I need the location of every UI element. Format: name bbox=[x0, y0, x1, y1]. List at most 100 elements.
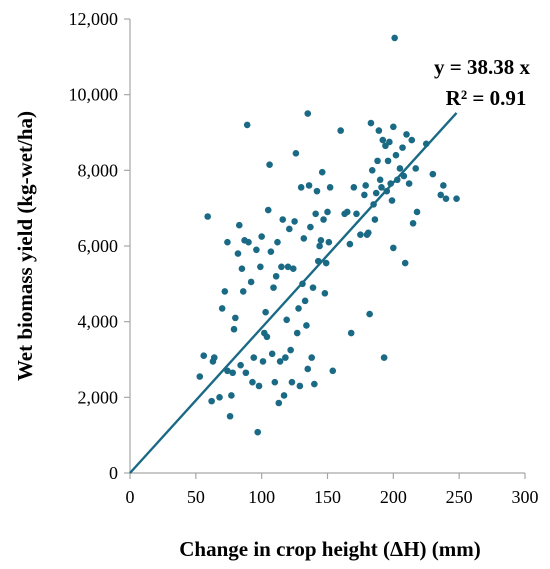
data-point bbox=[293, 329, 301, 337]
data-point bbox=[279, 216, 287, 223]
y-axis-title: Wet biomass yield (kg-wet/ha) bbox=[13, 111, 37, 381]
data-point bbox=[405, 180, 413, 187]
data-point bbox=[274, 238, 281, 246]
data-point bbox=[305, 182, 313, 189]
data-point bbox=[258, 233, 265, 240]
x-tick-label: 200 bbox=[380, 487, 407, 507]
data-point bbox=[372, 189, 380, 197]
data-point bbox=[275, 399, 283, 407]
data-point bbox=[276, 358, 284, 365]
data-point bbox=[235, 221, 243, 229]
data-point bbox=[353, 210, 360, 218]
data-point bbox=[362, 182, 369, 189]
data-point bbox=[390, 123, 397, 131]
data-points bbox=[196, 34, 460, 436]
data-point bbox=[218, 305, 226, 312]
x-axis-title: Change in crop height (ΔH) (mm) bbox=[179, 537, 481, 561]
y-tick-label: 4,000 bbox=[78, 312, 119, 332]
data-point bbox=[304, 365, 312, 373]
data-point bbox=[242, 369, 250, 377]
r-squared-label: R² = 0.91 bbox=[446, 86, 527, 110]
data-point bbox=[221, 288, 229, 295]
trendline-equation: y = 38.38 x bbox=[434, 55, 530, 79]
data-point bbox=[282, 354, 289, 361]
data-point bbox=[259, 358, 267, 365]
data-point bbox=[357, 231, 364, 238]
data-point bbox=[317, 237, 325, 244]
data-point bbox=[292, 150, 300, 157]
y-tick-label: 12,000 bbox=[69, 9, 119, 29]
y-tick-label: 2,000 bbox=[78, 387, 119, 407]
data-point bbox=[350, 184, 358, 191]
data-point bbox=[255, 382, 263, 390]
data-point bbox=[386, 138, 393, 146]
data-point bbox=[365, 229, 372, 237]
data-point bbox=[391, 34, 398, 42]
data-point bbox=[307, 223, 314, 231]
data-point bbox=[304, 110, 312, 117]
data-point bbox=[374, 157, 381, 165]
data-point bbox=[204, 213, 211, 220]
data-point bbox=[210, 354, 218, 361]
data-point bbox=[280, 392, 288, 399]
data-point bbox=[286, 225, 293, 233]
data-point bbox=[408, 136, 416, 144]
data-point bbox=[250, 354, 258, 361]
data-point bbox=[266, 161, 273, 168]
data-point bbox=[257, 263, 264, 271]
data-point bbox=[287, 346, 294, 354]
data-point bbox=[325, 238, 333, 246]
data-point bbox=[268, 350, 276, 358]
data-point bbox=[288, 378, 296, 386]
data-point bbox=[229, 369, 236, 377]
data-point bbox=[413, 208, 421, 216]
data-point bbox=[267, 248, 275, 255]
data-point bbox=[316, 242, 323, 250]
data-point bbox=[208, 397, 215, 405]
data-point bbox=[271, 378, 279, 386]
data-point bbox=[249, 378, 256, 386]
data-point bbox=[226, 412, 234, 420]
data-point bbox=[245, 238, 252, 246]
data-point bbox=[312, 210, 319, 218]
data-point bbox=[346, 240, 354, 248]
data-point bbox=[361, 191, 368, 199]
data-point bbox=[384, 157, 392, 165]
y-tick-label: 6,000 bbox=[78, 236, 119, 256]
data-point bbox=[437, 191, 445, 199]
data-point bbox=[380, 354, 388, 361]
data-point bbox=[388, 197, 396, 204]
data-point bbox=[263, 333, 271, 341]
y-tick-label: 0 bbox=[109, 463, 118, 483]
data-point bbox=[284, 263, 292, 271]
data-point bbox=[442, 195, 450, 203]
data-point bbox=[409, 220, 417, 227]
data-point bbox=[390, 244, 397, 252]
x-tick-label: 300 bbox=[512, 487, 539, 507]
data-point bbox=[228, 392, 235, 399]
data-point bbox=[224, 238, 231, 246]
data-point bbox=[321, 289, 329, 297]
data-point bbox=[230, 325, 238, 333]
data-point bbox=[347, 329, 355, 337]
data-point bbox=[196, 373, 204, 380]
data-point bbox=[296, 382, 304, 390]
data-point bbox=[200, 352, 208, 360]
y-tick-label: 10,000 bbox=[69, 85, 119, 105]
data-point bbox=[237, 361, 244, 369]
y-tick-labels: 0 2,000 4,000 6,000 8,000 10,000 12,000 bbox=[69, 9, 119, 483]
data-point bbox=[216, 394, 223, 401]
data-point bbox=[239, 288, 247, 295]
data-point bbox=[270, 284, 277, 291]
data-point bbox=[326, 184, 334, 191]
data-point bbox=[367, 119, 375, 127]
x-tick-label: 100 bbox=[248, 487, 275, 507]
data-point bbox=[440, 182, 447, 189]
data-point bbox=[403, 131, 410, 138]
data-point bbox=[308, 354, 316, 361]
data-point bbox=[368, 167, 376, 174]
data-point bbox=[309, 284, 317, 291]
data-point bbox=[379, 136, 387, 144]
data-point bbox=[371, 216, 379, 223]
data-point bbox=[412, 165, 420, 172]
